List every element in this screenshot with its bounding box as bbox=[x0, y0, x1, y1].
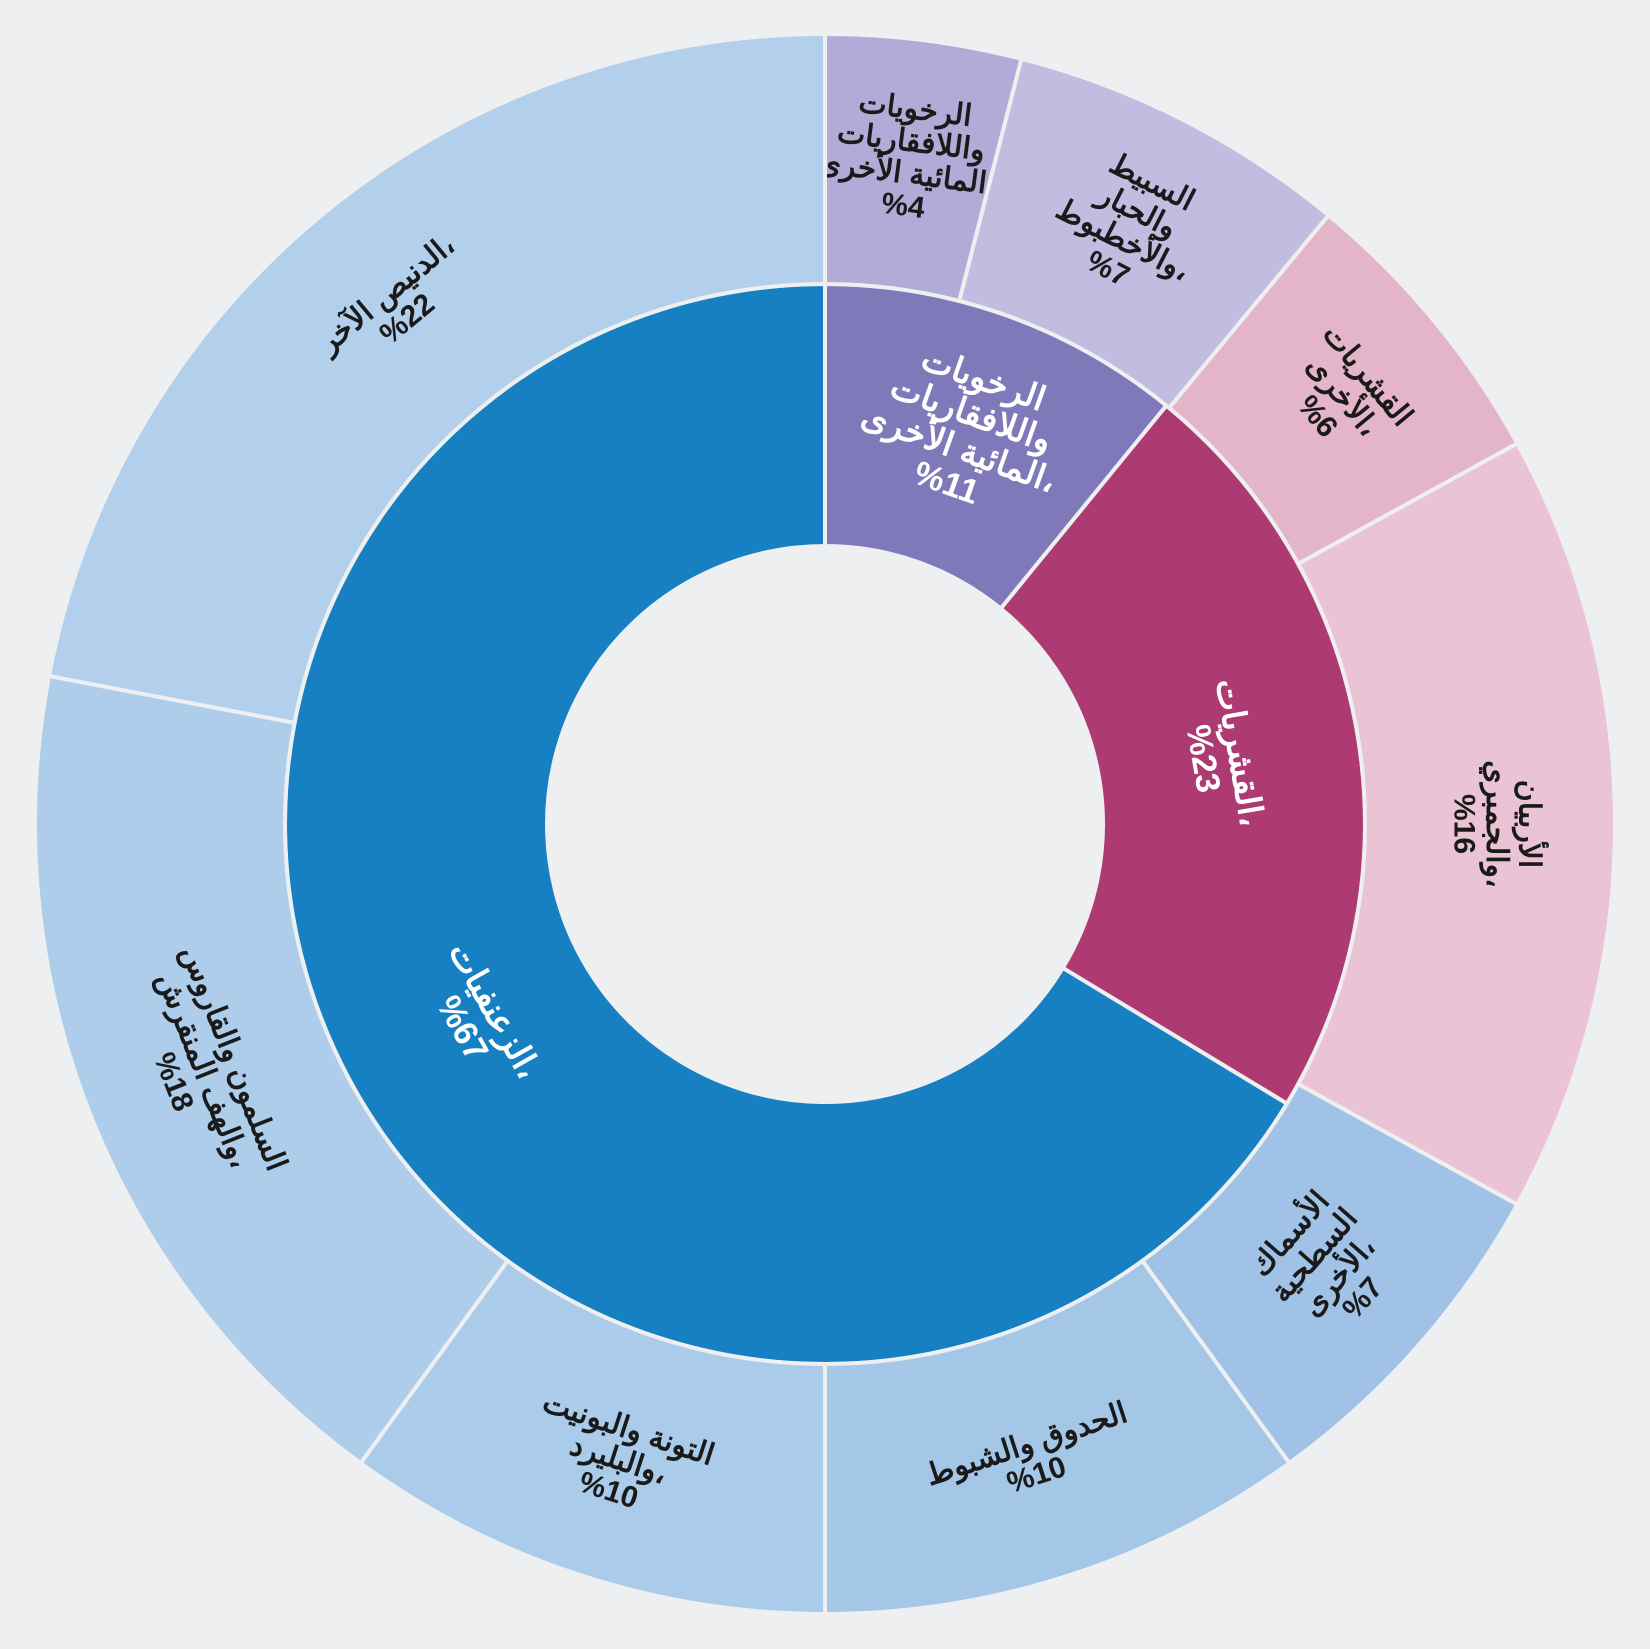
slice-label-line: %4 bbox=[880, 187, 927, 225]
slice-label-line: والجمبري، bbox=[1479, 760, 1513, 887]
slice-label-line: الأربيان bbox=[1511, 780, 1548, 869]
sunburst-svg: الرخوياتواللافقارياتالمائية الأخرى،%11ال… bbox=[0, 0, 1650, 1649]
sunburst-chart: الرخوياتواللافقارياتالمائية الأخرى،%11ال… bbox=[0, 0, 1650, 1649]
slice-label-line: %16 bbox=[1448, 794, 1481, 854]
donut-hole bbox=[547, 546, 1103, 1102]
